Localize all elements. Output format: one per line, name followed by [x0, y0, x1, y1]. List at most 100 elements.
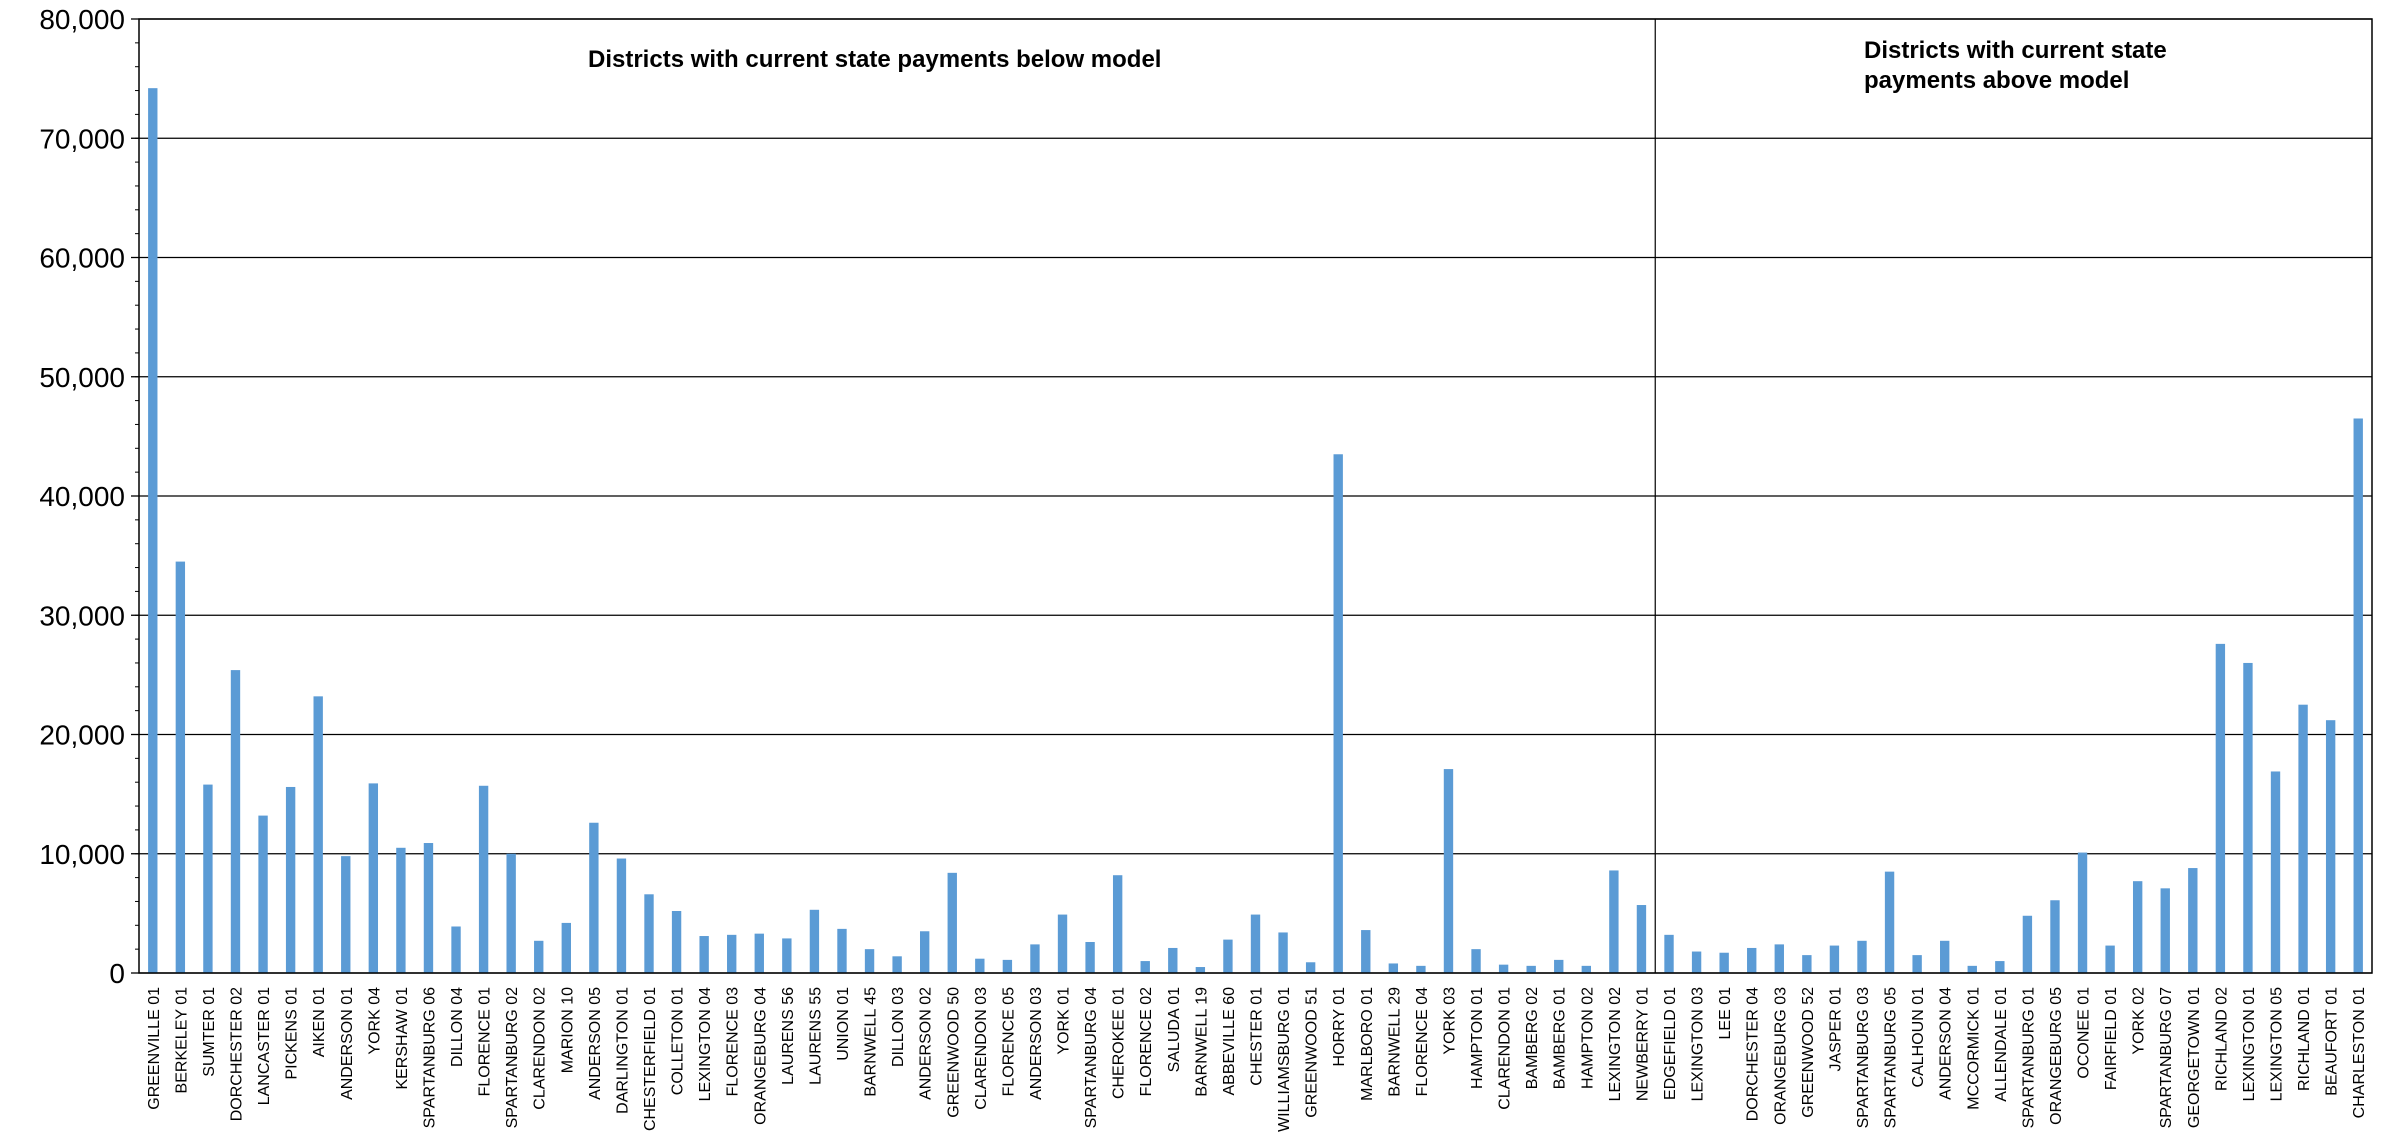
y-tick-label: 50,000	[39, 362, 125, 393]
bar	[258, 815, 268, 973]
x-tick-label: SPARTANBURG 05	[1883, 987, 1900, 1128]
bar	[892, 956, 902, 973]
bar	[1140, 961, 1150, 973]
x-tick-label: SALUDA 01	[1166, 987, 1183, 1072]
bar	[809, 909, 820, 973]
x-tick-label: YORK 04	[366, 987, 383, 1055]
x-tick-label: DORCHESTER 02	[228, 987, 245, 1121]
x-tick-label: BARNWELL 19	[1193, 987, 1210, 1097]
bar	[1002, 959, 1013, 973]
bar	[175, 561, 186, 973]
bar	[1305, 962, 1316, 973]
x-tick-label: WILLIAMSBURG 01	[1276, 987, 1293, 1132]
bar	[1802, 955, 1812, 973]
x-tick-label: FAIRFIELD 01	[2103, 987, 2120, 1090]
bar	[1747, 947, 1757, 973]
plot-border	[138, 18, 2373, 974]
y-tick-label: 70,000	[39, 123, 125, 154]
x-tick-label: DARLINGTON 01	[614, 987, 631, 1114]
bar	[837, 928, 847, 973]
x-tick-label: SPARTANBURG 02	[504, 987, 521, 1128]
bar	[2160, 888, 2170, 973]
bar	[1995, 961, 2005, 973]
x-tick-label: KERSHAW 01	[394, 987, 411, 1090]
annotation-line: payments above model	[1864, 67, 2129, 94]
y-tick-label: 80,000	[39, 4, 125, 35]
bar	[2298, 704, 2308, 973]
x-tick-label: BERKELEY 01	[173, 987, 190, 1094]
bar	[2215, 643, 2226, 973]
bar	[644, 894, 654, 973]
bar	[2022, 915, 2033, 973]
x-tick-label: MARLBORO 01	[1359, 987, 1376, 1101]
bar	[478, 785, 489, 973]
bar	[561, 922, 571, 973]
x-tick-label: NEWBERRY 01	[1634, 987, 1651, 1101]
x-tick-label: SPARTANBURG 06	[421, 987, 438, 1128]
bar	[341, 856, 351, 973]
x-tick-label: PICKENS 01	[284, 987, 301, 1080]
x-tick-label: HAMPTON 02	[1579, 987, 1596, 1089]
bar	[1250, 914, 1261, 973]
bar	[1636, 905, 1647, 973]
bar	[1195, 967, 1206, 973]
bar	[864, 949, 875, 973]
x-axis-tick-labels: GREENVILLE 01 BERKELEY 01 SUMTER 01 DORCHES…	[146, 987, 2368, 1132]
y-tick-label: 20,000	[39, 720, 125, 751]
x-tick-label: BAMBERG 01	[1552, 987, 1569, 1089]
bar	[2325, 720, 2336, 973]
bar	[203, 784, 213, 973]
x-tick-label: SPARTANBURG 04	[1083, 987, 1100, 1128]
bar	[534, 940, 544, 973]
bar	[1857, 940, 1867, 973]
bar	[2132, 881, 2143, 973]
x-tick-label: SPARTANBURG 01	[2020, 987, 2037, 1128]
bar	[2270, 771, 2281, 973]
x-tick-label: OCONEE 01	[2076, 987, 2093, 1079]
x-tick-label: RICHLAND 01	[2296, 987, 2313, 1091]
x-tick-label: CHESTER 01	[1249, 987, 1266, 1086]
bar	[506, 853, 516, 973]
plot-frame	[138, 18, 2373, 974]
bar	[1112, 875, 1123, 973]
bar	[671, 910, 682, 973]
x-tick-label: BAMBERG 02	[1524, 987, 1541, 1089]
x-tick-label: CHARLESTON 01	[2351, 987, 2368, 1118]
annotation-below-model: Districts with current state payments be…	[588, 46, 1161, 73]
x-tick-label: ALLENDALE 01	[1993, 987, 2010, 1102]
bar	[1967, 965, 1977, 973]
bar	[589, 822, 599, 973]
x-tick-label: BEAUFORT 01	[2324, 987, 2341, 1096]
x-tick-label: CHEROKEE 01	[1111, 987, 1128, 1099]
y-tick-label: 30,000	[39, 600, 125, 631]
bar	[1912, 955, 1922, 973]
x-tick-label: HAMPTON 01	[1469, 987, 1486, 1089]
x-tick-label: FLORENCE 01	[477, 987, 494, 1096]
x-tick-label: FLORENCE 03	[725, 987, 742, 1096]
bar	[699, 936, 709, 973]
x-tick-label: JASPER 01	[1827, 987, 1844, 1072]
y-tick-label: 10,000	[39, 839, 125, 870]
bar	[1581, 965, 1592, 973]
bar	[1609, 870, 1619, 973]
x-tick-label: RICHLAND 02	[2213, 987, 2230, 1091]
bar	[368, 783, 379, 973]
bar	[285, 786, 296, 973]
bar	[1554, 959, 1564, 973]
bar	[230, 670, 241, 973]
x-tick-label: LEE 01	[1717, 987, 1734, 1040]
x-tick-label: ABBEVILLE 60	[1221, 987, 1238, 1096]
bar	[1278, 932, 1288, 973]
x-tick-label: LAURENS 55	[807, 987, 824, 1085]
bars	[148, 88, 2363, 974]
x-tick-label: BARNWELL 29	[1386, 987, 1403, 1097]
x-tick-label: FLORENCE 04	[1414, 987, 1431, 1096]
x-tick-label: ORANGEBURG 04	[752, 987, 769, 1125]
x-tick-label: YORK 01	[1056, 987, 1073, 1055]
x-tick-label: HORRY 01	[1331, 987, 1348, 1067]
x-tick-label: CHESTERFIELD 01	[642, 987, 659, 1131]
bar	[1168, 947, 1178, 973]
x-tick-label: LEXINGTON 02	[1607, 987, 1624, 1102]
bar	[1443, 769, 1454, 973]
